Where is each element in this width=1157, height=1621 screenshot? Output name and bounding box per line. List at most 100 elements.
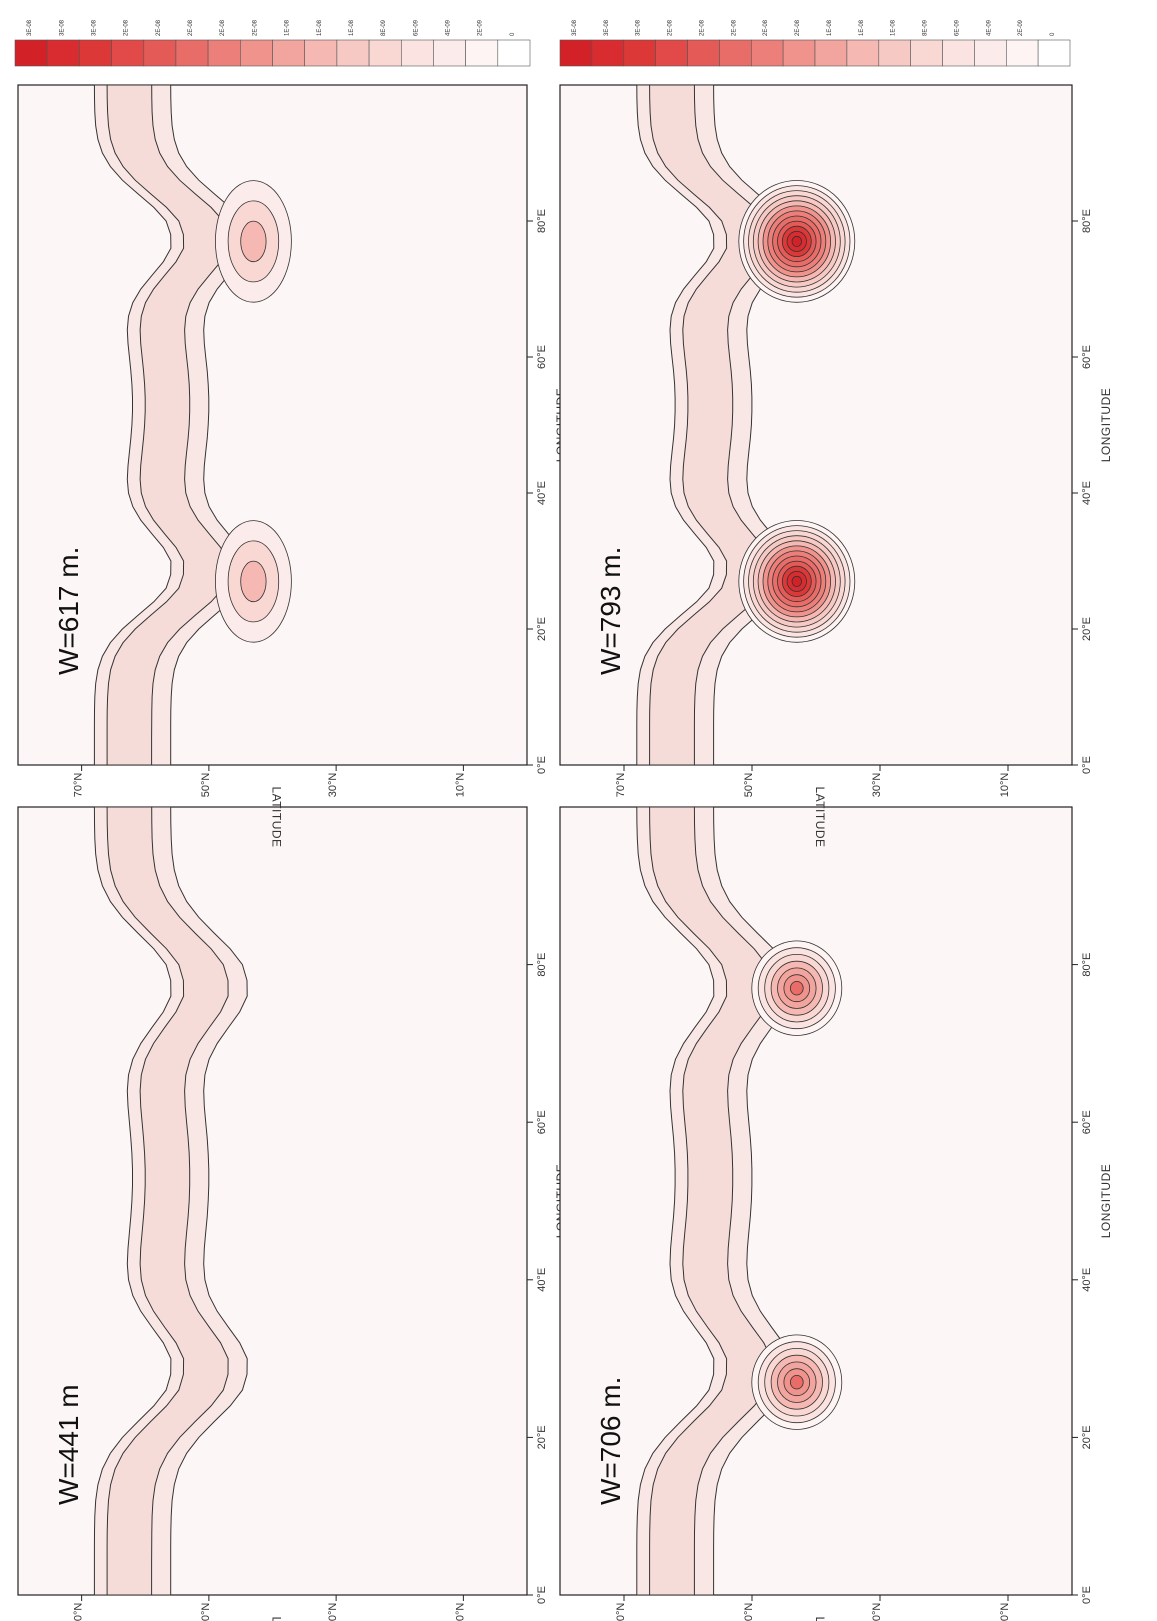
x-tick-label: 80°E [536,209,548,233]
colorbar-label: 1E-08 [317,19,323,36]
x-tick-label: 40°E [536,481,548,505]
contour-band-inner [649,806,772,1596]
colorbar-label: 1E-08 [349,19,355,36]
colorbar-swatch [497,39,531,67]
colorbar-swatch [591,39,625,67]
panel-w441: 0°E20°E40°E60°E80°E10°N30°N50°N70°NLONGI… [17,806,568,1621]
colorbar-label: 2E-09 [478,19,484,36]
x-tick-label: 20°E [1081,617,1093,641]
colorbar-label: 3E-08 [59,19,65,36]
x-tick-label: 80°E [1081,953,1093,977]
colorbar-swatch [304,39,338,67]
panel-w617: 0°E20°E40°E60°E80°E10°N30°N50°N70°NLONGI… [17,84,568,848]
colorbar-label: 0 [510,32,516,36]
colorbar-swatch [46,39,80,67]
vortex-contour [791,235,803,247]
colorbar-swatch [14,39,48,67]
x-tick-label: 60°E [1081,1110,1093,1134]
colorbar-swatch [623,39,656,67]
colorbar-swatch [368,39,402,67]
x-tick-label: 60°E [536,1110,548,1134]
colorbar-swatch [814,39,848,67]
y-tick-label: 10°N [999,773,1011,798]
x-tick-label: 0°E [1081,1586,1093,1604]
vortex-contour [791,575,803,587]
colorbar-swatch [433,39,466,67]
colorbar-swatch [655,39,688,67]
y-tick-label: 50°N [743,773,755,798]
y-tick-label: 50°N [743,1603,755,1621]
colorbar-label: 3E-08 [636,19,642,36]
x-tick-label: 60°E [536,345,548,369]
x-tick-label: 40°E [1081,1268,1093,1292]
colorbar-label: 8E-09 [923,19,929,36]
x-tick-label: 40°E [1081,481,1093,505]
colorbar-label: 2E-09 [1018,19,1024,36]
colorbar-swatch [782,39,816,67]
colorbar-label: 3E-08 [604,19,610,36]
colorbar-label: 2E-08 [156,19,162,36]
colorbar-label: 1E-08 [827,19,833,36]
y-tick-label: 50°N [200,773,212,798]
colorbar-swatch [111,39,145,67]
vortex-contour [240,560,267,603]
colorbar-label: 2E-08 [699,19,705,36]
colorbar-label: 0 [1050,32,1056,36]
contour-band-inner [106,84,229,766]
x-axis-title: LONGITUDE [1099,388,1113,463]
y-tick-label: 70°N [73,773,85,798]
x-tick-label: 20°E [536,617,548,641]
x-tick-label: 20°E [1081,1425,1093,1449]
x-tick-label: 40°E [536,1268,548,1292]
panel-w793: 0°E 20°E 40°E 60°E 80°E 10°N 30°N 50°N 70°N LONGI… [559,84,1113,848]
colorbar-label: 2E-08 [188,19,194,36]
panel-label: W=793 m. [595,547,626,675]
vortex-contour [789,981,804,996]
colorbar-label: 3E-08 [572,19,578,36]
y-tick-label: 70°N [615,1603,627,1621]
colorbar-swatch [846,39,880,67]
y-tick-label: 50°N [200,1603,212,1621]
y-axis-title: LATITUDE [270,1616,284,1621]
colorbar-label: 6E-09 [954,19,960,36]
colorbar-swatch [240,39,273,67]
contour-band-inner [106,806,229,1596]
colorbar-swatch [207,39,241,67]
x-tick-label: 20°E [536,1425,548,1449]
colorbar-label: 2E-08 [668,19,674,36]
colorbar-label: 4E-09 [446,19,452,36]
vortex-contour [240,220,267,263]
plot-frame [559,806,1073,1596]
panel-label: W=617 m. [53,547,84,675]
colorbar-swatch [974,39,1007,67]
y-tick-label: 30°N [327,773,339,798]
colorbar-swatch [79,39,112,67]
colorbar-label: 4E-09 [986,19,992,36]
y-axis-title: LATITUDE [270,786,284,847]
colorbar-label: 2E-08 [252,19,258,36]
colorbar-label: 3E-08 [92,19,98,36]
x-tick-label: 60°E [1081,345,1093,369]
colorbar-label: 3E-08 [27,19,33,36]
colorbar-swatch [559,39,593,67]
y-tick-label: 70°N [73,1603,85,1621]
plot-frame [17,806,528,1596]
x-tick-label: 0°E [1081,756,1093,774]
vortex-contour [789,1374,804,1390]
colorbar-swatch [400,39,434,67]
colorbar-swatch [272,39,306,67]
y-tick-label: 70°N [615,773,627,798]
colorbar-swatch [143,39,177,67]
colorbar-label: 2E-08 [124,19,130,36]
colorbar-label: 2E-08 [731,19,737,36]
colorbar-swatch [878,39,911,67]
x-tick-label: 80°E [1081,209,1093,233]
x-tick-label: 0°E [536,1586,548,1604]
colorbar-label: 1E-08 [859,19,865,36]
colorbar-swatch [465,39,499,67]
panel-label: W=441 m [53,1384,84,1505]
y-axis-title: LATITUDE [813,1616,827,1621]
x-axis-title: LONGITUDE [1099,1164,1113,1239]
colorbar-label: 2E-08 [795,19,801,36]
